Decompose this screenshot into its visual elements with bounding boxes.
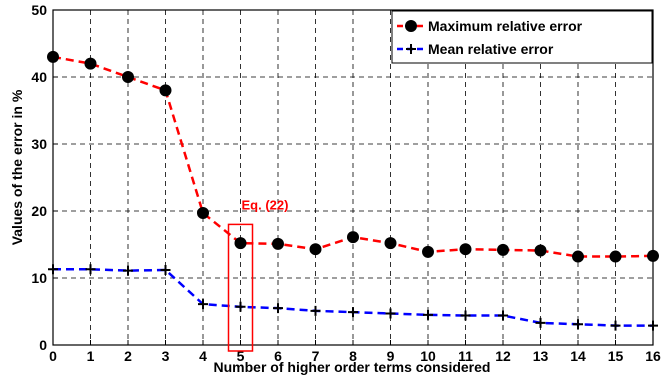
x-tick-label: 10 [420, 348, 436, 364]
data-point [422, 245, 434, 258]
data-point [385, 308, 396, 319]
y-tick-label: 40 [31, 69, 47, 85]
x-tick-label: 5 [237, 348, 245, 364]
legend-item: Maximum relative error [397, 18, 583, 34]
legend-marker [406, 44, 416, 54]
data-point [347, 231, 359, 244]
data-point [160, 264, 171, 275]
legend-marker [405, 20, 417, 32]
legend-item: Mean relative error [397, 41, 554, 57]
y-tick-label: 0 [39, 337, 47, 353]
data-point [123, 265, 133, 276]
series-layer [47, 50, 659, 331]
data-point [122, 71, 134, 83]
data-point [348, 307, 358, 318]
x-tick-label: 4 [199, 348, 207, 364]
x-tick-label: 12 [495, 348, 511, 364]
y-tick-label: 50 [31, 2, 47, 18]
x-tick-label: 9 [387, 348, 395, 364]
x-tick-label: 6 [274, 348, 282, 364]
legend-label: Mean relative error [428, 41, 554, 57]
data-point [535, 317, 546, 328]
x-tick-label: 15 [608, 348, 624, 364]
grid [53, 10, 653, 345]
data-point [235, 301, 246, 312]
x-tick-label: 2 [124, 348, 132, 364]
y-tick-label: 10 [31, 270, 47, 286]
x-tick-label: 8 [349, 348, 357, 364]
x-tick-label: 3 [162, 348, 170, 364]
x-tick-label: 7 [312, 348, 320, 364]
x-tick-label: 1 [87, 348, 95, 364]
data-point [309, 243, 322, 256]
legend-label: Maximum relative error [428, 18, 583, 34]
y-axis-label: Values of the error in % [9, 89, 25, 245]
data-point [273, 303, 283, 314]
x-tick-label: 16 [645, 348, 661, 364]
data-point [498, 310, 508, 321]
x-tick-label: 14 [570, 348, 586, 364]
data-point [609, 250, 622, 263]
data-point [459, 243, 472, 256]
legend: Maximum relative error Mean relative erro… [391, 10, 653, 64]
data-point [572, 250, 584, 263]
data-point [198, 299, 208, 310]
y-tick-label: 30 [31, 136, 47, 152]
data-point [460, 310, 471, 321]
x-tick-label: 11 [458, 348, 473, 364]
annotation: Eq. (22) [227, 198, 289, 352]
y-tick-label: 20 [31, 203, 47, 219]
data-point [573, 319, 583, 330]
x-tick-label: 0 [49, 348, 57, 364]
data-point [497, 243, 509, 256]
x-axis-label: Number of higher order terms considered [214, 359, 491, 375]
data-point [384, 237, 397, 250]
annotation-box [227, 223, 254, 352]
data-point [234, 237, 247, 250]
x-tick-label: 13 [533, 348, 549, 364]
annotation-label: Eq. (22) [242, 198, 289, 213]
data-point [197, 207, 209, 220]
data-point [310, 305, 321, 316]
legend-box [391, 10, 653, 64]
data-point [534, 244, 547, 257]
data-point [159, 84, 172, 97]
data-point [85, 264, 96, 275]
series-maximum-relative-error [47, 50, 659, 263]
data-point [610, 320, 621, 331]
data-point [272, 237, 284, 250]
data-point [84, 57, 97, 70]
data-point [423, 309, 433, 320]
